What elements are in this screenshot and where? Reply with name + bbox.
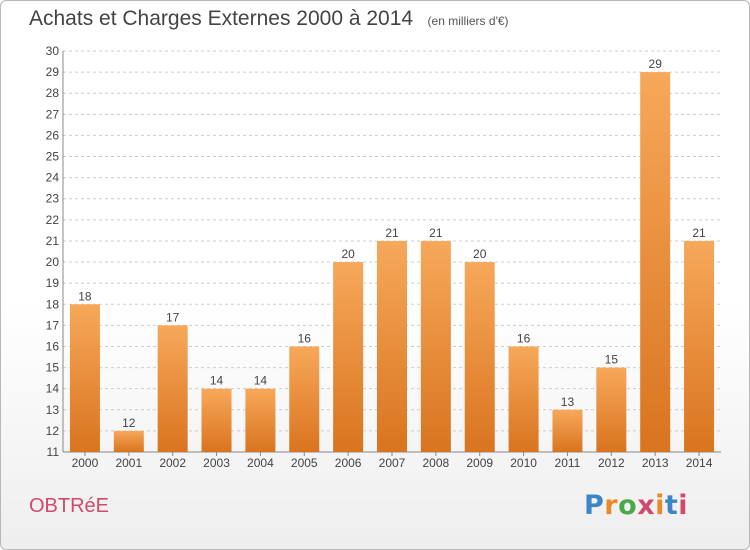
title-text: Achats et Charges Externes 2000 à 2014 <box>29 7 414 30</box>
y-tick-label: 13 <box>46 403 60 417</box>
data-label: 21 <box>385 226 399 240</box>
commune-name: OBTRéE <box>29 495 110 517</box>
y-tick-label: 22 <box>46 213 60 227</box>
data-label: 16 <box>517 331 531 345</box>
y-tick-label: 16 <box>46 339 60 353</box>
data-label: 20 <box>473 247 487 261</box>
unit-note: (en milliers d'€) <box>427 14 509 28</box>
x-tick-label: 2011 <box>555 456 581 470</box>
y-tick-label: 24 <box>46 171 60 185</box>
x-tick-label: 2009 <box>466 456 493 470</box>
x-tick-label: 2004 <box>247 456 274 470</box>
bar <box>245 388 276 452</box>
data-label: 14 <box>254 374 268 388</box>
y-tick-label: 29 <box>46 65 60 79</box>
x-tick-label: 2005 <box>291 456 318 470</box>
y-tick-label: 20 <box>46 255 60 269</box>
y-tick-label: 28 <box>46 86 60 100</box>
bar <box>552 409 583 452</box>
data-label: 15 <box>605 353 619 367</box>
x-tick-label: 2002 <box>159 456 186 470</box>
x-tick-label: 2012 <box>598 456 625 470</box>
bar <box>333 262 364 452</box>
y-tick-label: 19 <box>46 276 60 290</box>
data-label: 17 <box>166 310 180 324</box>
x-tick-label: 2014 <box>686 456 713 470</box>
y-tick-label: 23 <box>46 192 60 206</box>
x-tick-label: 2000 <box>72 456 99 470</box>
data-label: 20 <box>341 247 355 261</box>
data-label: 13 <box>561 395 575 409</box>
data-label: 12 <box>122 416 136 430</box>
bar <box>596 367 627 452</box>
x-tick-label: 2003 <box>203 456 230 470</box>
bar <box>464 262 495 452</box>
y-tick-label: 25 <box>46 150 60 164</box>
y-tick-label: 11 <box>47 445 60 459</box>
y-tick-label: 30 <box>46 44 60 58</box>
y-tick-label: 18 <box>46 297 60 311</box>
y-tick-label: 15 <box>46 361 60 375</box>
x-tick-label: 2008 <box>423 456 450 470</box>
bar <box>113 430 144 452</box>
data-label: 18 <box>78 289 92 303</box>
bar <box>289 346 320 452</box>
y-tick-label: 17 <box>46 318 60 332</box>
chart-title: Achats et Charges Externes 2000 à 2014 (… <box>29 7 509 31</box>
bar <box>201 388 232 452</box>
bar <box>157 325 188 452</box>
bar <box>684 240 715 452</box>
x-tick-label: 2010 <box>510 456 537 470</box>
y-tick-label: 27 <box>46 107 60 121</box>
y-tick-label: 12 <box>46 424 60 438</box>
bar <box>508 346 539 452</box>
y-tick-label: 14 <box>46 382 60 396</box>
data-label: 21 <box>692 226 706 240</box>
bar <box>377 240 407 452</box>
x-tick-label: 2001 <box>115 456 142 470</box>
bar <box>69 304 100 452</box>
x-tick-label: 2013 <box>642 456 669 470</box>
y-tick-label: 21 <box>46 234 60 248</box>
data-label: 21 <box>429 226 443 240</box>
bar <box>420 240 451 452</box>
data-label: 16 <box>298 331 312 345</box>
x-tick-label: 2007 <box>379 456 406 470</box>
proxiti-logo: Proxiti <box>584 490 689 521</box>
y-tick-label: 26 <box>46 128 60 142</box>
data-label: 29 <box>649 57 663 71</box>
x-tick-label: 2006 <box>335 456 362 470</box>
bar <box>640 72 671 453</box>
data-label: 14 <box>210 374 224 388</box>
